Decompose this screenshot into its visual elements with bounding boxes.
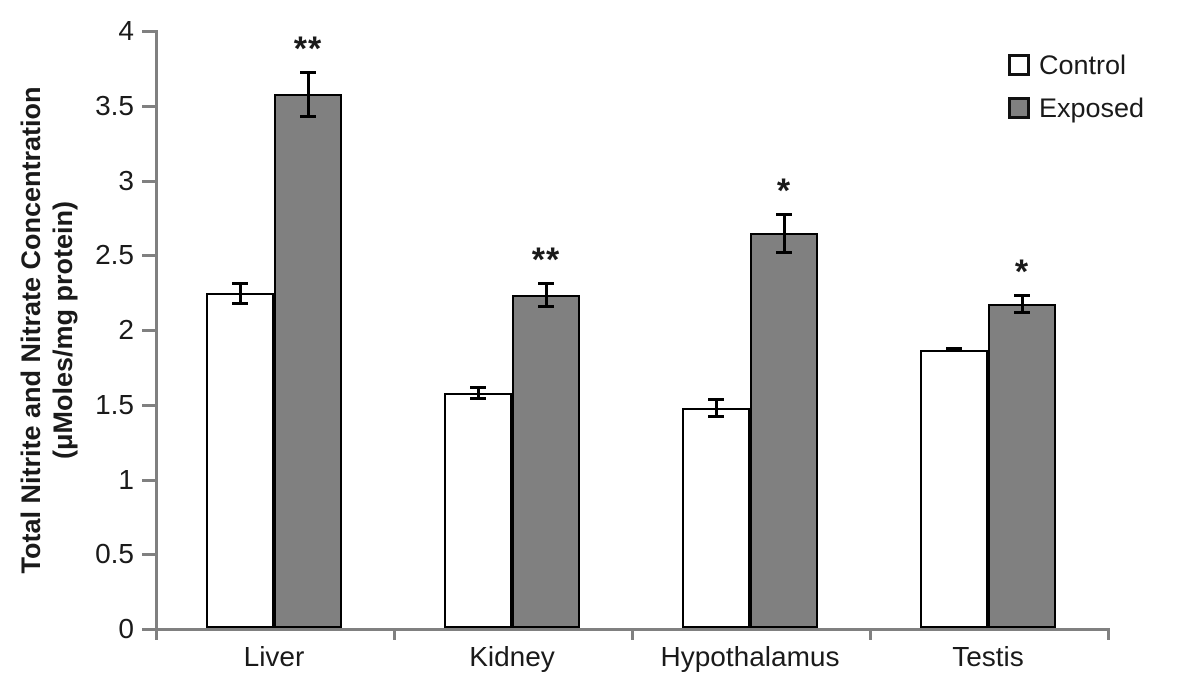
error-bar-cap-bottom (300, 114, 316, 118)
error-bar-cap-bottom (232, 301, 248, 305)
x-tick-mark (631, 631, 634, 640)
y-tick-mark (142, 329, 155, 332)
bar-control-testis (920, 349, 988, 628)
error-bar-line (1020, 294, 1024, 313)
error-bar-cap-bottom (946, 349, 962, 353)
legend-item-control: Control (1008, 49, 1144, 80)
x-axis-line (155, 628, 1110, 631)
error-bar-cap-bottom (470, 397, 486, 401)
error-bar-line (714, 399, 718, 418)
error-bar-line (238, 282, 242, 304)
error-bar-cap-bottom (538, 304, 554, 308)
y-tick-label: 2 (118, 314, 134, 345)
category-label-liver: Liver (243, 641, 305, 672)
bar-control-liver (206, 293, 274, 628)
y-tick-mark (142, 30, 155, 33)
y-tick-mark (142, 254, 155, 258)
x-tick-mark (155, 631, 158, 640)
significance-marker: * (776, 171, 792, 210)
bar-exposed-testis (988, 303, 1056, 628)
y-tick-mark (142, 403, 155, 407)
error-bar-line (306, 71, 310, 117)
error-bar-cap-bottom (1014, 310, 1030, 314)
error-bar-cap-top (538, 281, 554, 285)
y-tick-label: 1.5 (95, 388, 134, 420)
bar-exposed-liver (274, 94, 342, 628)
y-tick-label: 4 (118, 15, 134, 46)
error-bar-cap-top (470, 386, 486, 390)
y-tick-mark (142, 478, 155, 482)
y-tick-label: 2.5 (95, 239, 134, 271)
y-tick-label: 0 (118, 613, 134, 644)
error-bar-line (782, 213, 786, 253)
legend-label-exposed: Exposed (1039, 92, 1145, 123)
bar-exposed-kidney (512, 294, 580, 628)
x-tick-mark (869, 631, 872, 640)
category-label-testis: Testis (952, 641, 1024, 672)
y-tick-mark (142, 104, 155, 108)
y-tick-label: 0.5 (95, 538, 134, 570)
significance-marker: ** (293, 29, 323, 68)
y-tick-label: 3.5 (95, 89, 134, 121)
control-swatch-icon (1008, 54, 1030, 76)
legend-label-control: Control (1039, 49, 1127, 80)
error-bar-cap-top (1014, 293, 1030, 297)
category-label-kidney: Kidney (469, 641, 555, 672)
y-tick-label: 3 (118, 164, 134, 196)
significance-marker: * (1014, 252, 1030, 291)
y-tick-mark (142, 179, 155, 183)
y-tick-mark (142, 628, 155, 631)
legend: Control Exposed (1008, 49, 1145, 138)
error-bar-cap-top (232, 281, 248, 285)
bar-control-kidney (444, 393, 512, 628)
legend-item-exposed: Exposed (1008, 92, 1145, 123)
y-tick-label: 1 (118, 463, 134, 495)
error-bar-cap-top (776, 212, 792, 216)
exposed-swatch-icon (1008, 97, 1030, 119)
x-tick-mark (393, 631, 396, 640)
error-bar-cap-top (946, 347, 962, 351)
error-bar-line (544, 282, 548, 307)
x-tick-mark (1107, 631, 1110, 640)
bar-exposed-hypothalamus (750, 233, 818, 628)
y-axis-line (155, 30, 158, 628)
significance-marker: ** (531, 240, 561, 279)
error-bar-cap-top (708, 398, 724, 402)
bar-control-hypothalamus (682, 408, 750, 628)
error-bar-cap-bottom (708, 415, 724, 419)
y-tick-mark (142, 553, 155, 557)
error-bar-line (476, 387, 480, 400)
error-bar-cap-top (300, 70, 316, 74)
category-label-hypothalamus: Hypothalamus (660, 641, 840, 672)
error-bar-cap-bottom (776, 250, 792, 254)
